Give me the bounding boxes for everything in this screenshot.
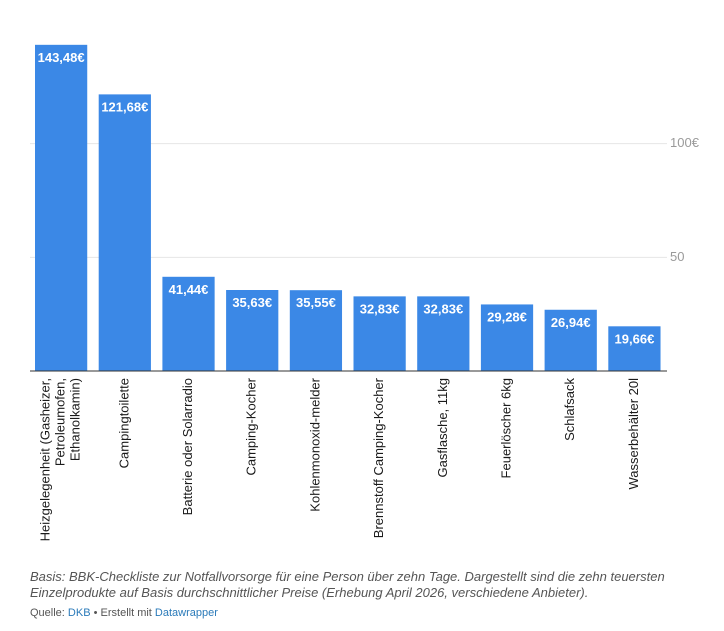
data-label: 32,83€ xyxy=(423,301,463,316)
data-label: 29,28€ xyxy=(487,309,527,324)
data-label: 32,83€ xyxy=(360,301,400,316)
bar xyxy=(98,94,151,371)
x-tick-label: Kohlenmonoxid-melder xyxy=(307,377,322,511)
data-label: 143,48€ xyxy=(38,50,85,65)
bar xyxy=(417,296,470,371)
source-link-dkb[interactable]: DKB xyxy=(67,607,91,619)
source-prefix: Quelle: xyxy=(30,607,65,619)
x-tick-label: Camping-Kocher xyxy=(244,377,259,475)
x-tick-label: Feuerlöscher 6kg xyxy=(498,378,513,478)
data-label: 19,66€ xyxy=(615,331,655,346)
notes-line-2: Einzelprodukte auf Basis durchschnittlic… xyxy=(30,585,589,600)
chart-notes: Basis: BBK-Checkliste zur Notfallvorsorg… xyxy=(30,569,710,601)
bar xyxy=(480,304,534,371)
x-tick-label: Batterie oder Solarradio xyxy=(180,378,195,515)
x-tick-label: Gasflasche, 11kg xyxy=(435,378,450,477)
created-with-text: • Erstellt mit xyxy=(93,607,152,619)
bar xyxy=(353,296,406,371)
bar xyxy=(544,309,597,371)
bar xyxy=(226,290,279,371)
y-tick-label: 50 xyxy=(670,249,684,264)
notes-line-1: Basis: BBK-Checkliste zur Notfallvorsorg… xyxy=(30,569,665,584)
data-label: 35,55€ xyxy=(296,295,336,310)
bar-chart: 50 100€ 143,48€ Heizgelegenheit (Gasheizer,… xyxy=(30,44,700,541)
y-tick-label: 100€ xyxy=(670,135,700,150)
datawrapper-link[interactable]: Datawrapper xyxy=(154,607,218,619)
x-tick-label: Schlafsack xyxy=(562,378,577,441)
x-tick-label: Heizgelegenheit (Gasheizer, xyxy=(38,378,53,541)
data-label: 35,63€ xyxy=(232,295,272,310)
bar xyxy=(35,44,88,371)
data-label: 26,94€ xyxy=(551,315,591,330)
x-tick-label: Campingtoilette xyxy=(116,378,131,468)
data-label: 41,44€ xyxy=(169,282,209,297)
x-tick-label: Petroleumofen, xyxy=(53,378,68,466)
bar xyxy=(162,276,215,371)
bar xyxy=(608,326,661,371)
bar xyxy=(289,290,343,371)
x-tick-label: Ethanolkamin) xyxy=(68,378,83,461)
data-label: 121,68€ xyxy=(101,99,148,114)
x-tick-label: Wasserbehälter 20l xyxy=(626,378,641,490)
chart-source: Quelle: DKB • Erstellt mit Datawrapper xyxy=(30,607,218,619)
x-tick-label: Brennstoff Camping-Kocher xyxy=(371,377,386,538)
